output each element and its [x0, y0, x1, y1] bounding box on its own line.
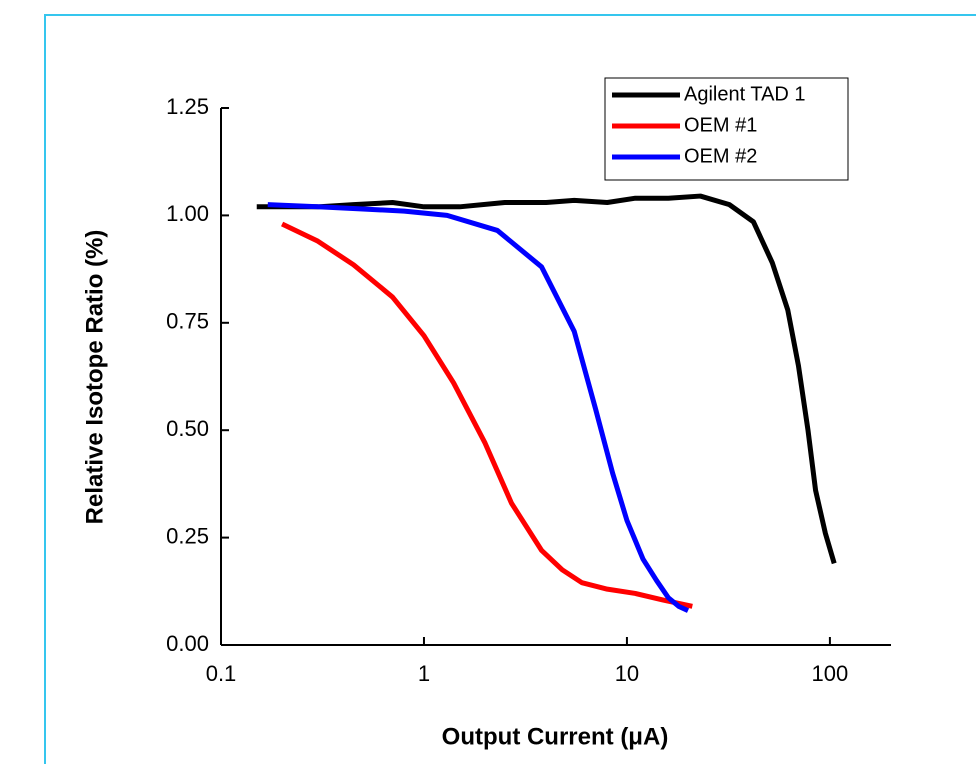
series-line [281, 221, 693, 609]
frame [44, 14, 976, 764]
x-tick-label: 10 [615, 661, 639, 686]
y-tick-label: 1.25 [166, 94, 209, 119]
y-tick-label: 0.75 [166, 309, 209, 334]
y-tick-label: 0.25 [166, 523, 209, 548]
series-line [256, 193, 837, 565]
x-tick-label: 0.1 [206, 661, 237, 686]
y-axis-title: Relative Isotope Ratio (%) [81, 230, 108, 525]
legend-label: Agilent TAD 1 [684, 83, 806, 105]
series-line [267, 202, 690, 613]
y-tick-label: 0.50 [166, 416, 209, 441]
legend-label: OEM #2 [684, 145, 757, 167]
legend-label: OEM #1 [684, 114, 757, 136]
x-tick-label: 100 [812, 661, 849, 686]
y-tick-label: 1.00 [166, 201, 209, 226]
x-axis-title: Output Current (μA) [442, 723, 669, 750]
y-tick-label: 0.00 [166, 631, 209, 656]
x-tick-label: 1 [418, 661, 430, 686]
